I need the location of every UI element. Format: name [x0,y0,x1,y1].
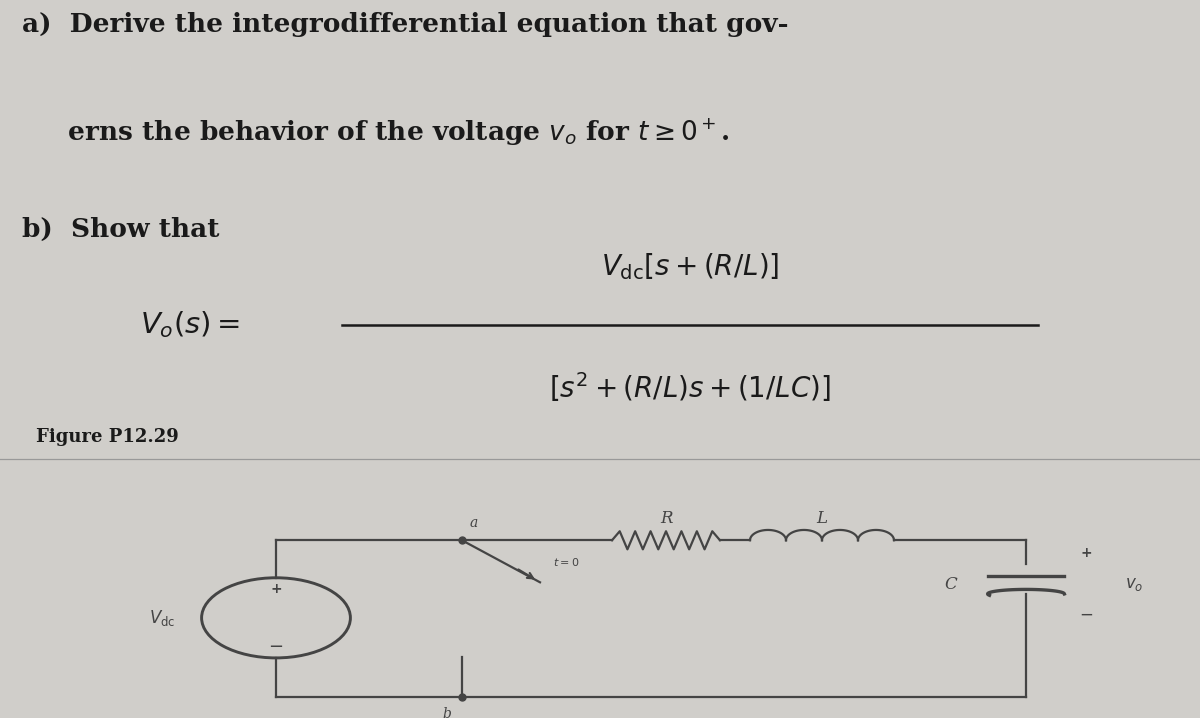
Text: −: − [1079,605,1093,624]
Text: $[s^2 + (R/L)s + (1/LC)]$: $[s^2 + (R/L)s + (1/LC)]$ [548,370,832,404]
Text: −: − [269,638,283,656]
Text: Figure P12.29: Figure P12.29 [36,428,179,446]
Text: b: b [442,707,451,718]
Text: +: + [270,582,282,596]
Text: $t=0$: $t=0$ [553,556,580,568]
Text: C: C [944,577,956,593]
Text: erns the behavior of the voltage $v_o$ for $t \geq 0^+$.: erns the behavior of the voltage $v_o$ f… [22,116,730,148]
Text: +: + [1080,546,1092,560]
Text: $v_o$: $v_o$ [1124,577,1144,593]
Text: L: L [816,510,828,528]
Text: b)  Show that: b) Show that [22,217,220,241]
Text: $V_{\mathrm{dc}}$: $V_{\mathrm{dc}}$ [149,608,175,628]
Text: a: a [470,516,478,530]
Text: $V_{\mathrm{dc}}[s + (R/L)]$: $V_{\mathrm{dc}}[s + (R/L)]$ [601,251,779,282]
Text: $V_o(s) =$: $V_o(s) =$ [140,309,240,340]
Text: R: R [660,510,672,528]
Text: a)  Derive the integrodifferential equation that gov-: a) Derive the integrodifferential equati… [22,12,788,37]
